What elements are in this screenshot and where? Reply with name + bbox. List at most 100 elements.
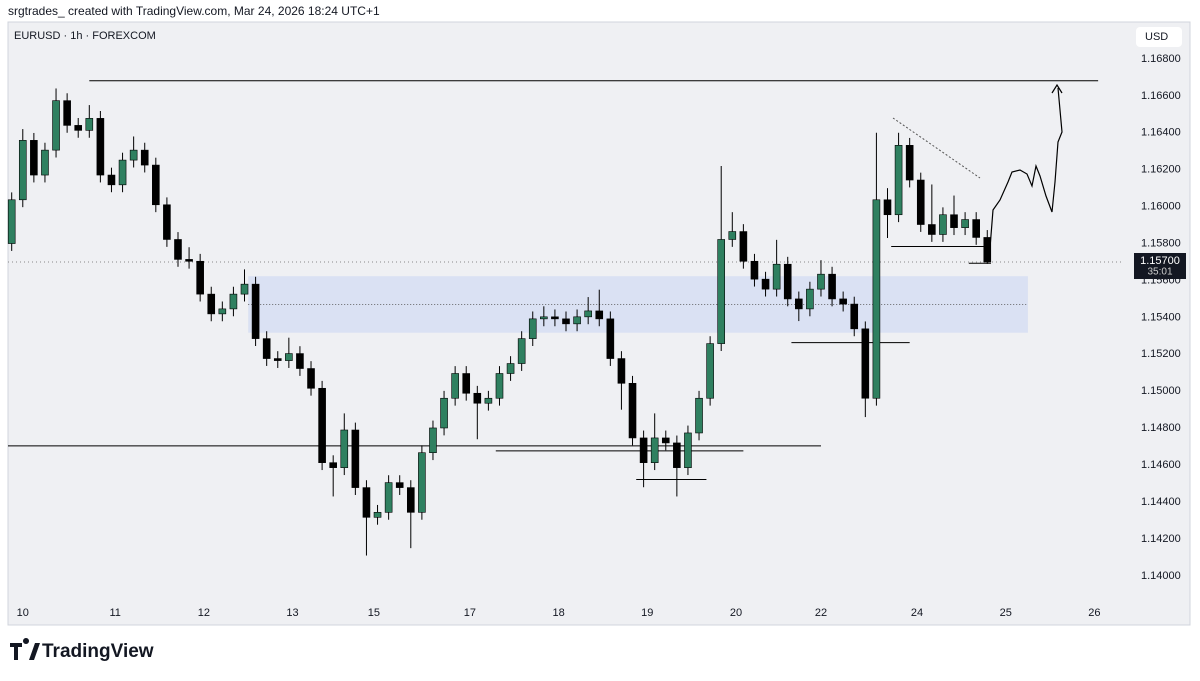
candle-body [384, 482, 393, 513]
candle-body [273, 358, 282, 361]
brand-icon [10, 638, 40, 660]
candle-body [240, 283, 249, 295]
candle-body [983, 237, 992, 263]
candle-body [318, 387, 326, 463]
candle-body [673, 442, 681, 468]
trend-line [892, 117, 981, 179]
candle-body [661, 437, 670, 444]
candle-body [750, 260, 759, 280]
candle-body [340, 429, 349, 468]
brand-logo [10, 638, 40, 660]
x-tick-label: 10 [17, 607, 29, 619]
candle-body [462, 373, 471, 394]
candle-body [540, 316, 548, 320]
x-tick-label: 25 [1000, 607, 1012, 619]
candle-body [495, 373, 504, 399]
candle-body [362, 487, 371, 518]
candle-body [639, 437, 648, 463]
projection-path [989, 87, 1063, 249]
candle-body [484, 397, 493, 404]
plot: 1.14000 1.14200 1.14400 1.14600 1.14800 1.150… [7, 53, 1181, 619]
candle-body [517, 338, 526, 364]
x-tick-label: 13 [286, 607, 298, 619]
x-tick-label: 11 [109, 607, 120, 619]
candle-body [828, 273, 836, 300]
candle-body [140, 149, 149, 166]
countdown: 35:01 [1147, 267, 1172, 278]
candle-body [972, 219, 980, 238]
candle-body [7, 199, 16, 244]
candle-body [118, 159, 127, 186]
candle-body [406, 487, 415, 513]
candle-body [307, 368, 315, 389]
candle-body [506, 363, 515, 374]
candle-body [107, 174, 116, 186]
y-tick-label: 1.16800 [1141, 53, 1181, 65]
x-tick-label: 17 [464, 607, 476, 619]
candle-body [30, 140, 38, 176]
candle-body [440, 397, 448, 429]
candle-body [806, 288, 814, 310]
candle-body [41, 149, 49, 176]
candle-body [429, 427, 437, 454]
candle-body [251, 283, 260, 339]
candle-body [551, 316, 559, 320]
last-price-label: 1.15700 [1140, 255, 1180, 267]
candle-body [739, 231, 748, 262]
candle-body [285, 353, 293, 361]
candle-body [473, 392, 482, 404]
y-tick-label: 1.15000 [1141, 385, 1181, 397]
y-tick-label: 1.16400 [1141, 127, 1181, 139]
candle-body [573, 316, 581, 325]
y-tick-label: 1.16600 [1141, 90, 1181, 102]
candle-body [373, 512, 382, 518]
y-tick-label: 1.15200 [1141, 348, 1181, 360]
candle-body [52, 100, 60, 151]
candle-body [961, 219, 969, 228]
candle-body [595, 310, 604, 320]
candle-body [152, 164, 160, 206]
header: srgtrades_ created with TradingView.com,… [8, 4, 380, 18]
x-tick-label: 26 [1088, 607, 1100, 619]
candle-body [795, 298, 803, 310]
candle-body [129, 149, 138, 161]
candle-body [928, 224, 936, 235]
candle-body [74, 125, 83, 131]
x-tick-label: 20 [730, 607, 742, 619]
candle-body [628, 382, 637, 439]
candle-body [262, 338, 271, 359]
candle-body [163, 204, 171, 240]
candle-body [174, 239, 182, 260]
y-tick-label: 1.15800 [1141, 237, 1181, 249]
candle-body [695, 397, 703, 434]
x-tick-label: 18 [552, 607, 564, 619]
candle-body [196, 260, 204, 295]
candle-body [584, 310, 592, 318]
candle-body [528, 318, 537, 339]
y-tick-label: 1.16200 [1141, 164, 1181, 176]
candle-body [894, 145, 903, 216]
y-tick-label: 1.15400 [1141, 311, 1181, 323]
candle-body [905, 145, 914, 181]
candle-body [451, 373, 459, 399]
currency: USD [1145, 31, 1168, 43]
projection-arrow [1051, 83, 1063, 94]
candle-body [229, 293, 238, 310]
candle-body [872, 199, 881, 399]
y-tick-label: 1.14800 [1141, 422, 1181, 434]
x-tick-label: 24 [911, 607, 923, 619]
y-tick-label: 1.16000 [1141, 201, 1181, 213]
y-tick-label: 1.14000 [1141, 570, 1181, 582]
candle-body [296, 353, 304, 369]
candle-body [839, 298, 847, 305]
candle-body [395, 482, 404, 488]
candle-body [85, 118, 94, 131]
candle-body [650, 437, 659, 463]
candle-body [418, 452, 426, 513]
candle-body [606, 318, 615, 359]
candle-body [185, 259, 193, 262]
candle-body [562, 318, 570, 325]
candle-body [617, 358, 626, 384]
candle-body [939, 214, 947, 235]
